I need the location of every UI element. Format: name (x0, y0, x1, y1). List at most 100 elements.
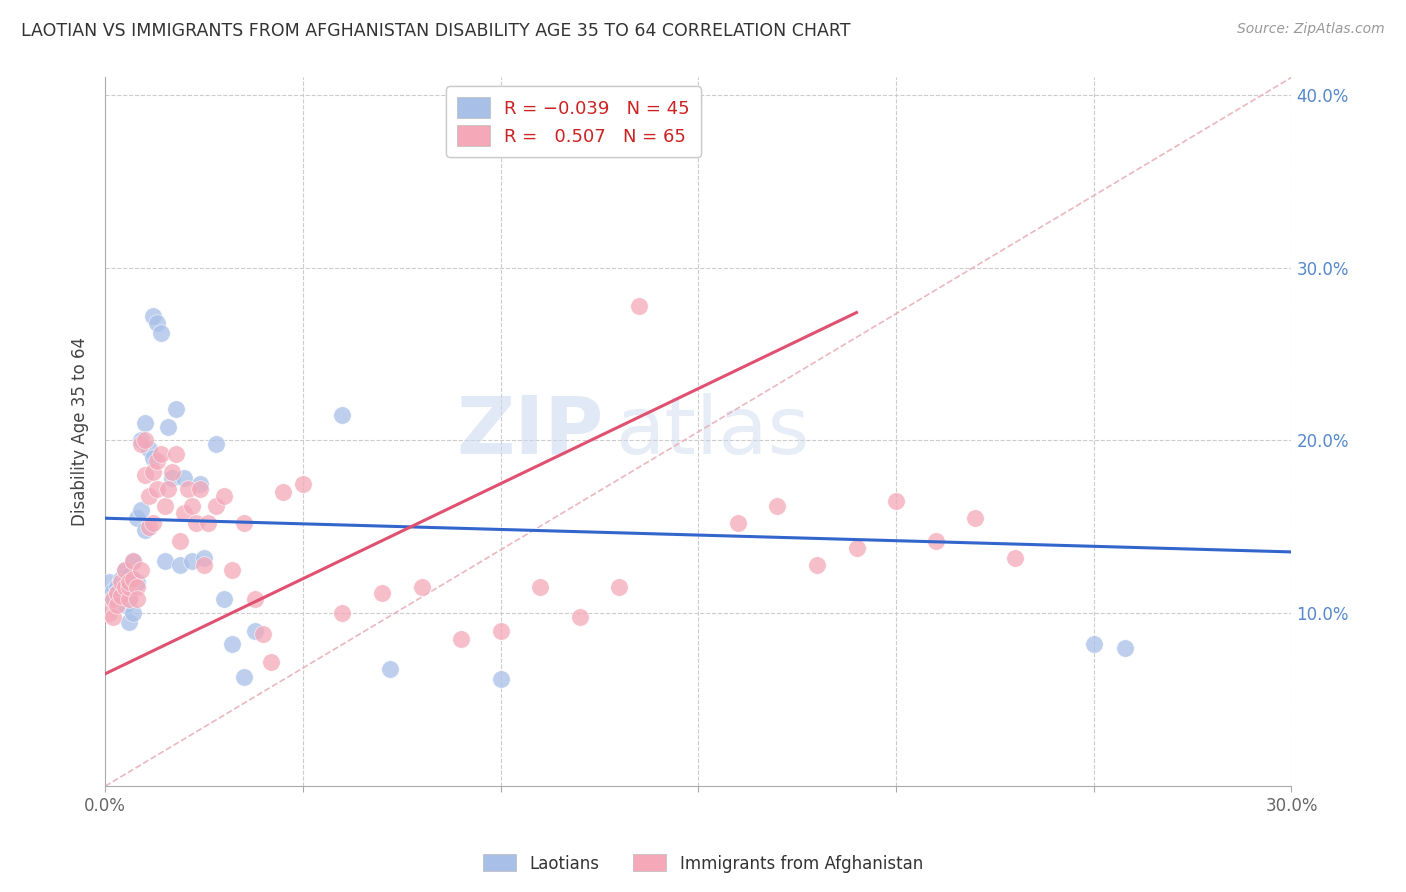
Point (188, 482, 211, 496)
Point (118, 592, 141, 607)
Point (114, 598, 136, 612)
Point (205, 499, 228, 513)
Point (157, 482, 180, 496)
Point (101, 583, 124, 598)
Point (105, 598, 128, 612)
Point (118, 592, 141, 607)
Text: Source: ZipAtlas.com: Source: ZipAtlas.com (1237, 22, 1385, 37)
Point (169, 558, 191, 572)
Point (607, 580, 630, 594)
Point (845, 541, 868, 555)
Point (114, 563, 136, 577)
Point (122, 554, 145, 568)
Point (181, 554, 204, 568)
Point (924, 533, 946, 548)
Point (245, 592, 267, 607)
Point (129, 437, 152, 451)
Point (110, 589, 132, 603)
Point (110, 589, 132, 603)
Point (252, 627, 274, 641)
Point (105, 585, 128, 599)
Point (245, 624, 267, 638)
Point (371, 585, 394, 599)
Point (165, 402, 187, 417)
Point (129, 502, 152, 516)
Legend: R = −0.039   N = 45, R =   0.507   N = 65: R = −0.039 N = 45, R = 0.507 N = 65 (446, 87, 700, 157)
Point (965, 511, 987, 525)
Point (118, 575, 141, 590)
Point (122, 554, 145, 568)
Point (125, 592, 148, 607)
Point (193, 551, 215, 566)
Point (205, 437, 228, 451)
Point (1114, 640, 1136, 655)
Point (145, 316, 167, 330)
Point (110, 572, 132, 586)
Point (806, 558, 828, 572)
Point (98, 607, 121, 621)
Point (110, 575, 132, 590)
Point (129, 434, 152, 448)
Point (142, 450, 165, 465)
Point (118, 615, 141, 629)
Point (529, 580, 551, 594)
Point (332, 607, 354, 621)
Point (727, 516, 749, 531)
Point (134, 524, 156, 538)
Point (101, 592, 124, 607)
Point (165, 447, 187, 461)
Point (212, 489, 235, 503)
Point (411, 580, 433, 594)
Point (118, 568, 141, 582)
Point (291, 476, 314, 491)
Point (1004, 551, 1026, 566)
Point (332, 408, 354, 422)
Point (162, 471, 184, 485)
Text: atlas: atlas (616, 392, 810, 471)
Point (568, 609, 591, 624)
Point (142, 309, 165, 323)
Point (450, 632, 472, 647)
Point (177, 482, 200, 496)
Point (118, 580, 141, 594)
Point (142, 465, 165, 479)
Point (173, 506, 195, 520)
Point (212, 592, 235, 607)
Y-axis label: Disability Age 35 to 64: Disability Age 35 to 64 (72, 337, 89, 526)
Point (221, 563, 243, 577)
Point (134, 468, 156, 483)
Point (101, 609, 124, 624)
Point (489, 672, 512, 686)
Point (766, 499, 789, 513)
Point (125, 575, 148, 590)
Point (145, 454, 167, 468)
Point (138, 442, 160, 456)
Point (153, 554, 176, 568)
Point (114, 575, 136, 590)
Point (169, 533, 191, 548)
Point (138, 489, 160, 503)
Point (271, 485, 294, 500)
Point (232, 516, 254, 531)
Point (884, 494, 907, 508)
Point (378, 662, 401, 676)
Point (122, 607, 145, 621)
Point (221, 637, 243, 651)
Point (197, 516, 219, 531)
Text: LAOTIAN VS IMMIGRANTS FROM AFGHANISTAN DISABILITY AGE 35 TO 64 CORRELATION CHART: LAOTIAN VS IMMIGRANTS FROM AFGHANISTAN D… (21, 22, 851, 40)
Point (153, 499, 176, 513)
Point (186, 516, 208, 531)
Point (260, 655, 283, 669)
Point (489, 624, 512, 638)
Point (173, 471, 195, 485)
Point (122, 572, 145, 586)
Point (149, 447, 172, 461)
Point (98, 575, 121, 590)
Point (114, 580, 136, 594)
Point (134, 416, 156, 430)
Point (125, 580, 148, 594)
Point (145, 482, 167, 496)
Point (193, 558, 215, 572)
Point (149, 326, 172, 341)
Point (134, 434, 156, 448)
